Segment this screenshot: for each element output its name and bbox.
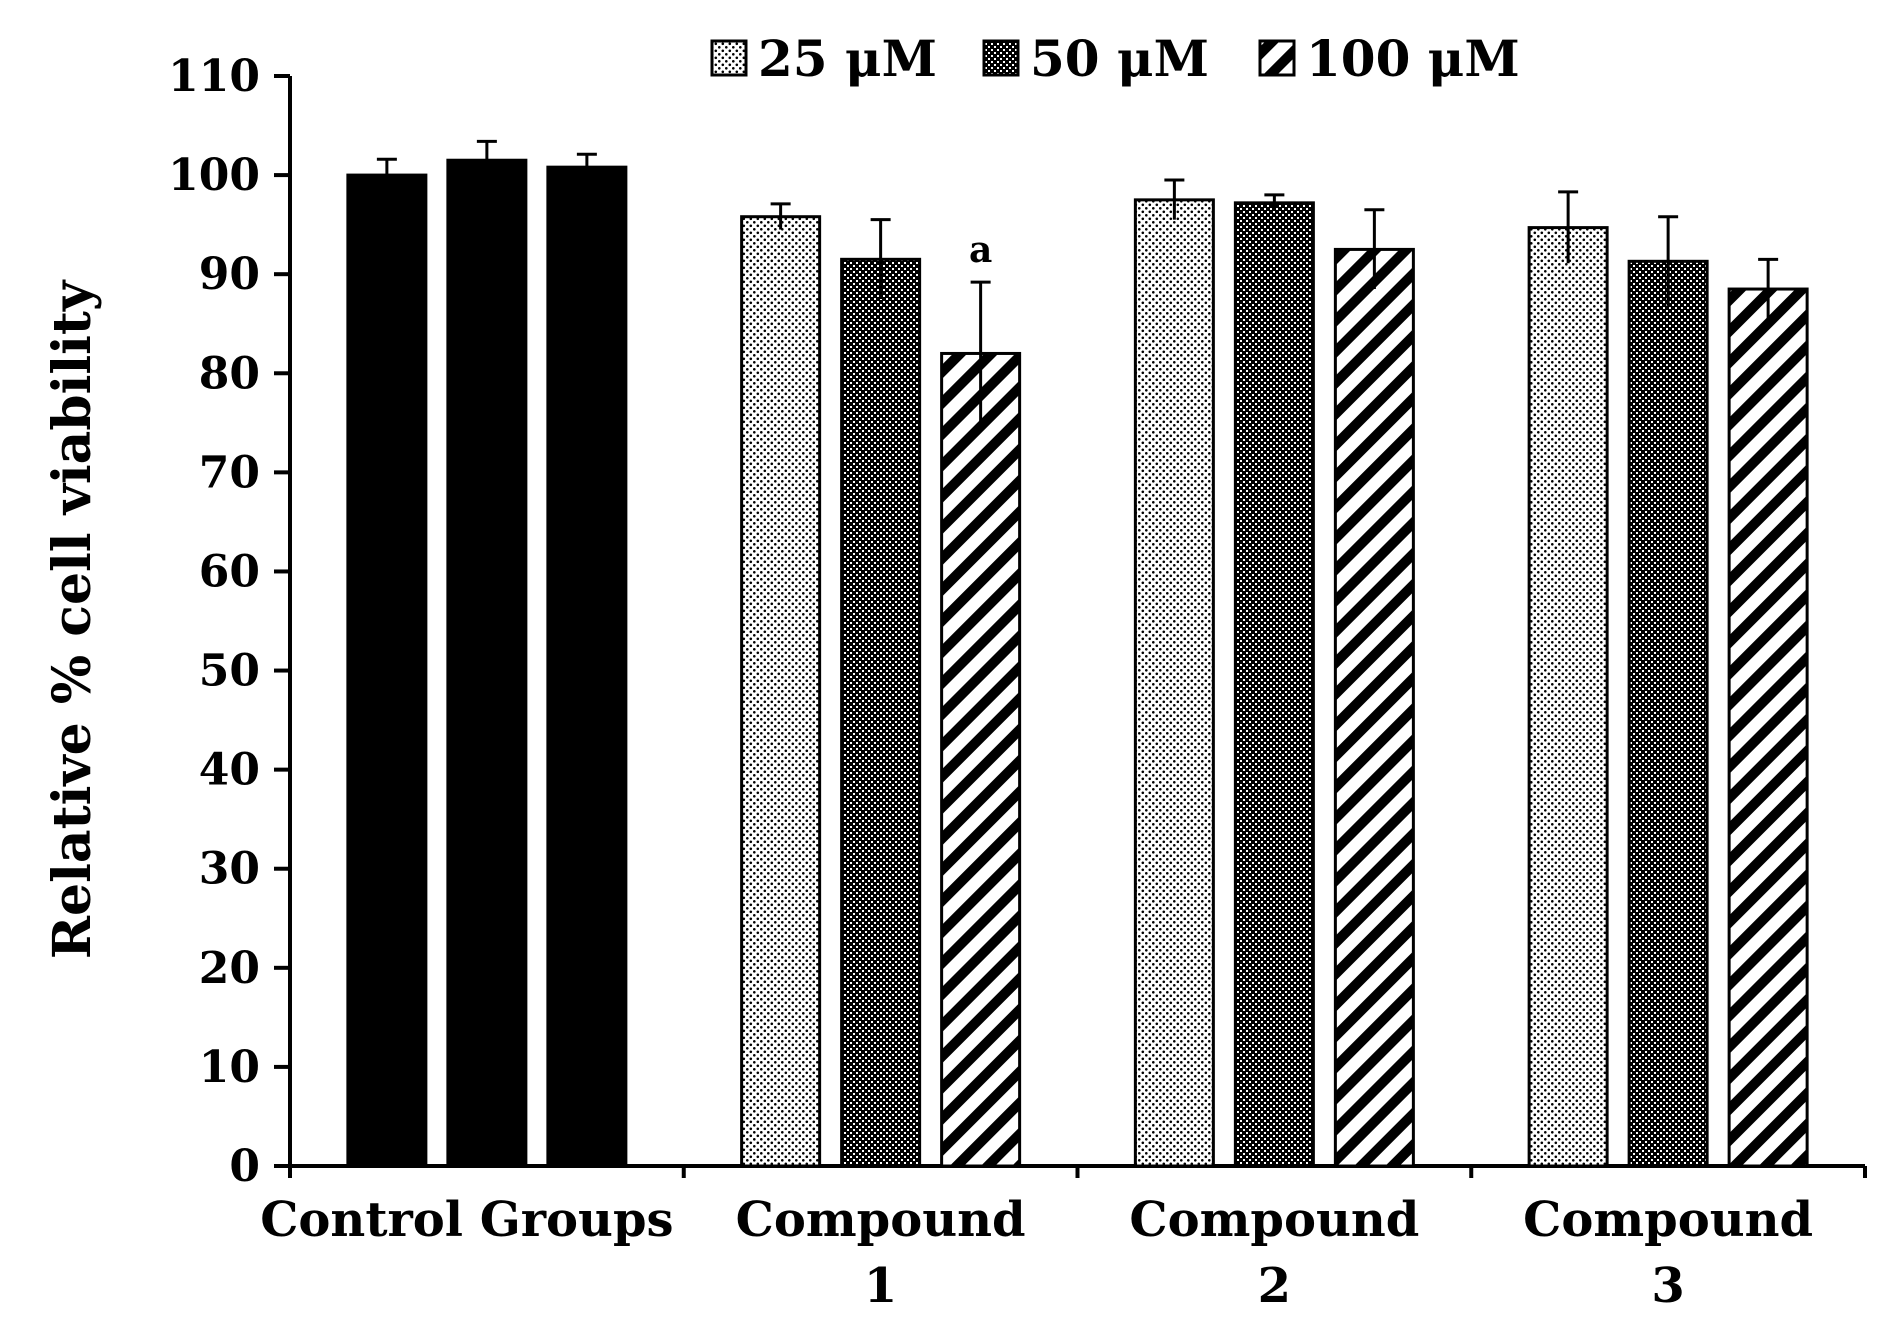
bar — [346, 173, 428, 1168]
y-axis-title: Relative % cell viability — [42, 279, 103, 959]
bar — [446, 158, 528, 1168]
legend-swatch — [710, 39, 748, 77]
category-label: Compound — [1523, 1192, 1813, 1248]
y-tick-label: 80 — [199, 348, 260, 399]
legend: 25 μM 50 μM 100 μM — [710, 29, 1520, 88]
y-tick-label: 60 — [199, 546, 260, 597]
x-axis — [288, 1164, 1867, 1178]
bar — [1727, 287, 1809, 1168]
y-tick-label: 110 — [168, 51, 260, 102]
bar — [1333, 247, 1415, 1168]
legend-swatch — [982, 39, 1020, 77]
bar — [1133, 198, 1215, 1168]
significance-annotation: a — [969, 229, 992, 271]
y-tick-label: 50 — [199, 646, 260, 697]
y-tick-label: 0 — [229, 1141, 260, 1192]
category-labels: Control Groups Compound 1 Compound 2 Compound… — [260, 1192, 1813, 1314]
bar — [1233, 201, 1315, 1168]
bars: a — [346, 139, 1809, 1168]
category-label: 3 — [1651, 1258, 1684, 1314]
bar — [740, 215, 822, 1168]
legend-label: 100 μM — [1306, 29, 1520, 88]
y-axis: 0 10 20 30 40 50 60 70 80 90 100 110 — [168, 51, 292, 1192]
category-label: 1 — [864, 1258, 897, 1314]
legend-label: 25 μM — [758, 29, 937, 88]
bar — [1627, 259, 1709, 1168]
category-label: 2 — [1258, 1258, 1291, 1314]
y-tick-label: 10 — [199, 1042, 260, 1093]
y-tick-label: 40 — [199, 745, 260, 796]
y-tick-label: 30 — [199, 844, 260, 895]
legend-swatch — [1258, 39, 1296, 77]
bar — [840, 257, 922, 1168]
category-label: Compound — [1129, 1192, 1419, 1248]
y-tick-label: 70 — [199, 447, 260, 498]
bar — [1527, 226, 1609, 1168]
y-tick-label: 100 — [168, 150, 260, 201]
category-label: Control Groups — [260, 1192, 673, 1248]
bar — [940, 351, 1022, 1168]
y-tick-label: 20 — [199, 943, 260, 994]
legend-label: 50 μM — [1030, 29, 1209, 88]
y-tick-label: 90 — [199, 249, 260, 300]
bar — [546, 165, 628, 1168]
category-label: Compound — [736, 1192, 1026, 1248]
